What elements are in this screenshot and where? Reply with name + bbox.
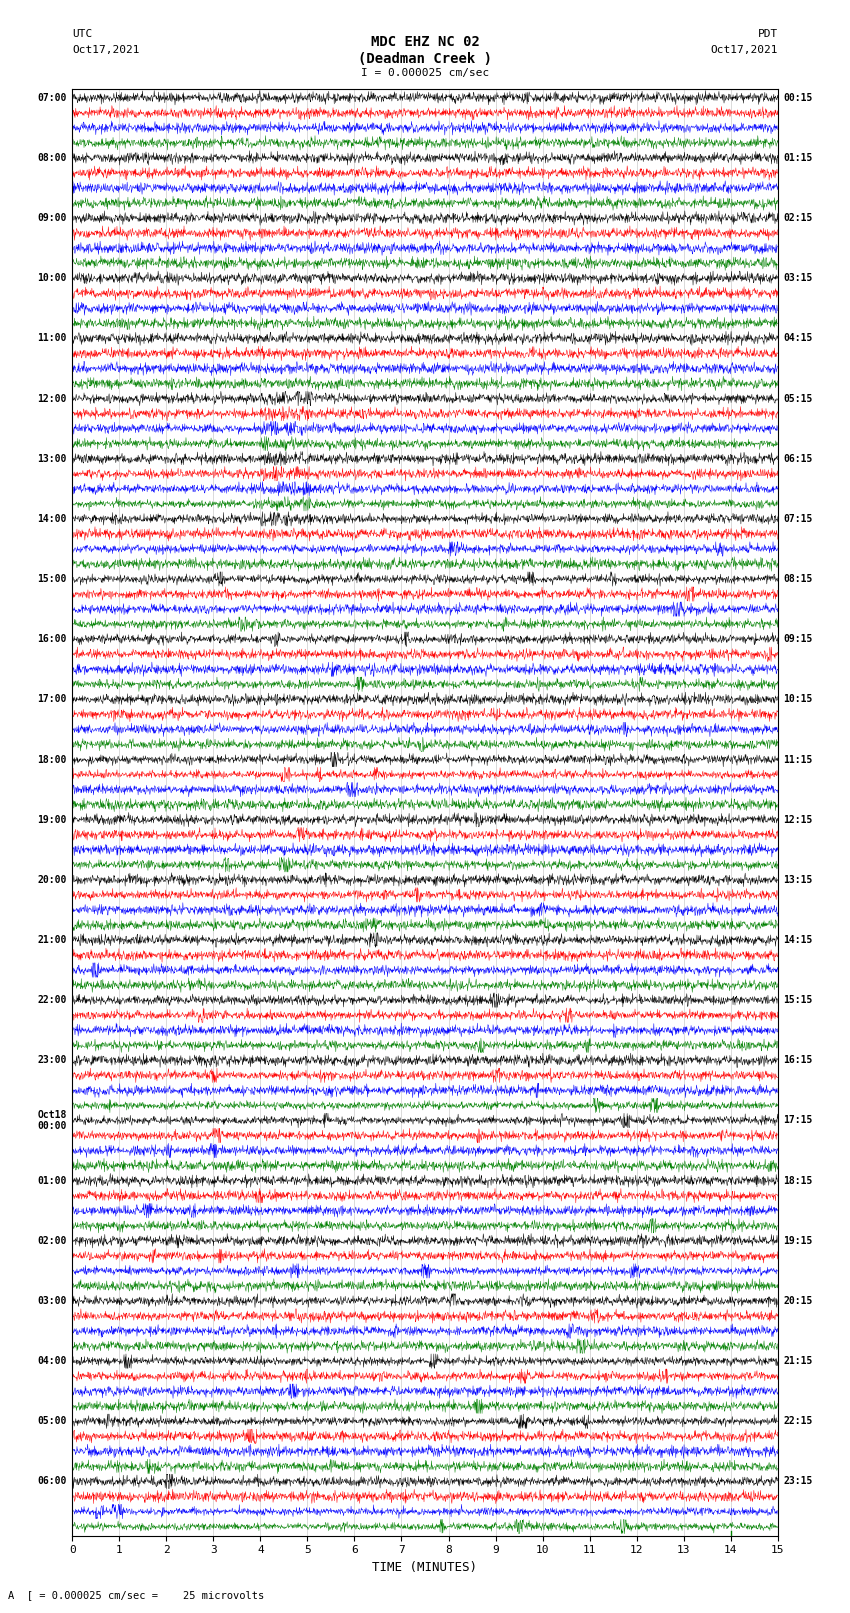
Text: 08:00: 08:00 <box>37 153 66 163</box>
Text: 14:00: 14:00 <box>37 515 66 524</box>
Text: 10:15: 10:15 <box>784 694 813 705</box>
Text: MDC EHZ NC 02: MDC EHZ NC 02 <box>371 35 479 50</box>
Text: 14:15: 14:15 <box>784 936 813 945</box>
Text: 17:15: 17:15 <box>784 1116 813 1126</box>
Text: 01:15: 01:15 <box>784 153 813 163</box>
Text: 01:00: 01:00 <box>37 1176 66 1186</box>
Text: 15:00: 15:00 <box>37 574 66 584</box>
Text: 15:15: 15:15 <box>784 995 813 1005</box>
Text: 06:00: 06:00 <box>37 1476 66 1487</box>
Text: 21:15: 21:15 <box>784 1357 813 1366</box>
Text: Oct17,2021: Oct17,2021 <box>72 45 139 55</box>
Text: 12:15: 12:15 <box>784 815 813 824</box>
Text: 13:15: 13:15 <box>784 874 813 886</box>
Text: 02:00: 02:00 <box>37 1236 66 1245</box>
Text: 03:00: 03:00 <box>37 1295 66 1307</box>
Text: 11:15: 11:15 <box>784 755 813 765</box>
Text: PDT: PDT <box>757 29 778 39</box>
Text: 13:00: 13:00 <box>37 453 66 463</box>
Text: 18:15: 18:15 <box>784 1176 813 1186</box>
Text: 18:00: 18:00 <box>37 755 66 765</box>
Text: (Deadman Creek ): (Deadman Creek ) <box>358 52 492 66</box>
Text: 20:00: 20:00 <box>37 874 66 886</box>
Text: UTC: UTC <box>72 29 93 39</box>
Text: 04:15: 04:15 <box>784 334 813 344</box>
Text: 21:00: 21:00 <box>37 936 66 945</box>
Text: 03:15: 03:15 <box>784 273 813 284</box>
Text: 04:00: 04:00 <box>37 1357 66 1366</box>
Text: 19:00: 19:00 <box>37 815 66 824</box>
Text: 16:00: 16:00 <box>37 634 66 644</box>
Text: 05:15: 05:15 <box>784 394 813 403</box>
Text: 08:15: 08:15 <box>784 574 813 584</box>
Text: 07:00: 07:00 <box>37 92 66 103</box>
Text: 05:00: 05:00 <box>37 1416 66 1426</box>
Text: 20:15: 20:15 <box>784 1295 813 1307</box>
Text: 12:00: 12:00 <box>37 394 66 403</box>
Text: 02:15: 02:15 <box>784 213 813 223</box>
Text: 19:15: 19:15 <box>784 1236 813 1245</box>
Text: 10:00: 10:00 <box>37 273 66 284</box>
Text: 22:15: 22:15 <box>784 1416 813 1426</box>
Text: 22:00: 22:00 <box>37 995 66 1005</box>
Text: 07:15: 07:15 <box>784 515 813 524</box>
Text: 00:15: 00:15 <box>784 92 813 103</box>
Text: Oct18
00:00: Oct18 00:00 <box>37 1110 66 1131</box>
Text: I = 0.000025 cm/sec: I = 0.000025 cm/sec <box>361 68 489 77</box>
X-axis label: TIME (MINUTES): TIME (MINUTES) <box>372 1561 478 1574</box>
Text: 23:00: 23:00 <box>37 1055 66 1065</box>
Text: A  [ = 0.000025 cm/sec =    25 microvolts: A [ = 0.000025 cm/sec = 25 microvolts <box>8 1590 264 1600</box>
Text: 16:15: 16:15 <box>784 1055 813 1065</box>
Text: 17:00: 17:00 <box>37 694 66 705</box>
Text: 09:15: 09:15 <box>784 634 813 644</box>
Text: 06:15: 06:15 <box>784 453 813 463</box>
Text: 11:00: 11:00 <box>37 334 66 344</box>
Text: 09:00: 09:00 <box>37 213 66 223</box>
Text: 23:15: 23:15 <box>784 1476 813 1487</box>
Text: Oct17,2021: Oct17,2021 <box>711 45 778 55</box>
